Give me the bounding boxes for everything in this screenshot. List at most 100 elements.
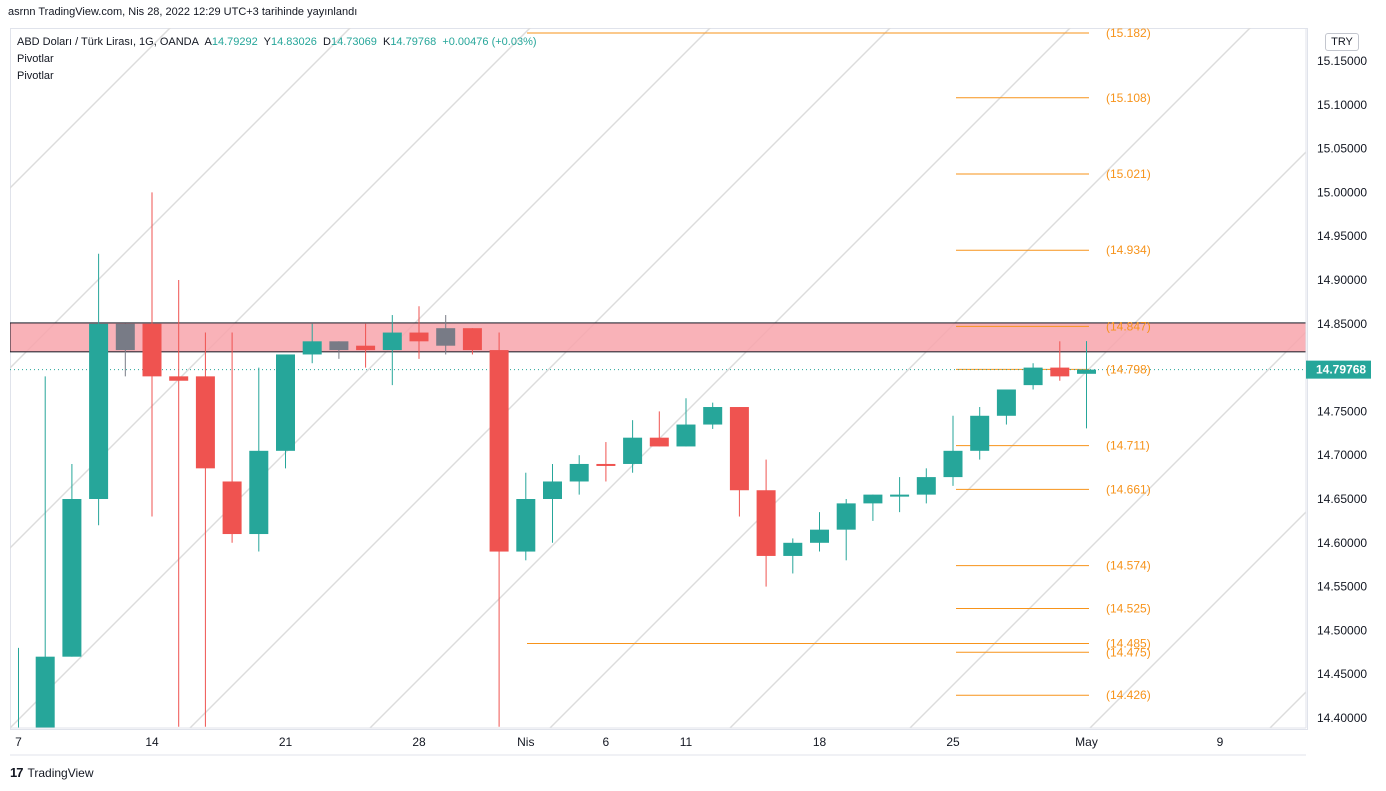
close-value: 14.79768 bbox=[390, 36, 437, 48]
pivot-label: (14.475) bbox=[1106, 645, 1151, 659]
x-tick-label: 14 bbox=[145, 735, 159, 749]
candle-body bbox=[382, 332, 402, 351]
x-tick-label: 11 bbox=[680, 735, 693, 749]
pivot-label: (15.108) bbox=[1106, 91, 1151, 105]
y-tick-label: 14.75000 bbox=[1317, 404, 1367, 418]
pivot-label: (14.847) bbox=[1106, 319, 1151, 333]
candle-body bbox=[916, 477, 936, 495]
channel-line bbox=[729, 151, 1306, 728]
low-value: 14.73069 bbox=[330, 36, 377, 48]
candle-body bbox=[89, 323, 109, 499]
candle-body bbox=[62, 499, 82, 657]
candle-body bbox=[970, 415, 990, 451]
candle-body bbox=[649, 437, 669, 447]
candle-body bbox=[1050, 367, 1070, 377]
channel-line bbox=[0, 0, 50, 728]
candle-body bbox=[35, 656, 55, 728]
low-label: D bbox=[323, 36, 331, 48]
candle-body bbox=[169, 376, 189, 381]
candle-body bbox=[863, 494, 883, 504]
close-label: K bbox=[382, 36, 391, 48]
candle-body bbox=[543, 481, 562, 499]
last-price-label: 14.79768 bbox=[1316, 363, 1366, 377]
candle-body bbox=[195, 376, 215, 469]
y-tick-label: 14.60000 bbox=[1317, 536, 1367, 550]
y-tick-label: 14.90000 bbox=[1317, 273, 1367, 287]
resistance-zone bbox=[10, 322, 1306, 353]
candlestick-chart[interactable]: (15.182) (15.108) (15.021) (14.934) (14.847)… bbox=[0, 0, 1386, 760]
x-tick-label: May bbox=[1075, 735, 1098, 749]
x-tick-label: 21 bbox=[279, 735, 293, 749]
channel-line bbox=[189, 28, 891, 728]
y-tick-label: 14.70000 bbox=[1317, 448, 1367, 462]
high-value: 14.83026 bbox=[270, 36, 317, 48]
published-by-text: asrnn TradingView.com, Nis 28, 2022 12:2… bbox=[8, 6, 358, 18]
candle-body bbox=[329, 341, 349, 351]
x-tick-label: 28 bbox=[412, 735, 426, 749]
candle-body bbox=[756, 490, 776, 556]
change-value: +0.00476 (+0.03%) bbox=[442, 36, 537, 48]
tradingview-logo-icon: 17 bbox=[10, 765, 24, 780]
candle-body bbox=[409, 332, 429, 342]
candle-body bbox=[436, 328, 456, 346]
x-tick-label: 18 bbox=[813, 735, 827, 749]
pivot-label: (14.525) bbox=[1106, 602, 1151, 616]
high-label: Y bbox=[263, 36, 271, 48]
candle-body bbox=[596, 463, 616, 466]
y-tick-label: 15.15000 bbox=[1317, 54, 1367, 68]
pivot-label: (14.934) bbox=[1106, 243, 1151, 257]
x-tick-label: 6 bbox=[603, 735, 610, 749]
indicator-pivots-1[interactable]: Pivotlar bbox=[17, 53, 54, 65]
y-tick-label: 14.40000 bbox=[1317, 711, 1367, 725]
candle-body bbox=[222, 481, 242, 535]
y-tick-label: 14.65000 bbox=[1317, 492, 1367, 506]
open-value: 14.79292 bbox=[211, 36, 258, 48]
y-tick-label: 15.10000 bbox=[1317, 98, 1367, 112]
candle-body bbox=[783, 542, 803, 556]
indicator-pivots-2[interactable]: Pivotlar bbox=[17, 70, 54, 82]
channel-line bbox=[1089, 511, 1306, 728]
x-tick-label: Nis bbox=[517, 735, 534, 749]
candle-body bbox=[569, 463, 589, 482]
candle-body bbox=[489, 350, 509, 552]
channel-line bbox=[369, 28, 1071, 728]
candle-body bbox=[729, 407, 749, 491]
currency-button[interactable]: TRY bbox=[1325, 33, 1359, 51]
channel-line bbox=[10, 28, 711, 728]
chart-pane[interactable] bbox=[10, 28, 1308, 730]
candle-body bbox=[703, 407, 723, 425]
open-label: A bbox=[204, 36, 212, 48]
y-tick-label: 14.85000 bbox=[1317, 317, 1367, 331]
x-tick-label: 25 bbox=[946, 735, 960, 749]
pivot-label: (15.182) bbox=[1106, 26, 1151, 40]
brand-name: TradingView bbox=[27, 765, 94, 780]
ohlc-legend-row[interactable]: ABD Doları / Türk Lirası, 1G, OANDA A14.… bbox=[17, 34, 537, 51]
channel-line bbox=[10, 28, 171, 189]
footer-branding[interactable]: 17 TradingView bbox=[10, 765, 94, 780]
y-tick-label: 14.45000 bbox=[1317, 667, 1367, 681]
candle-body bbox=[996, 389, 1016, 416]
x-tick-label: 7 bbox=[15, 735, 22, 749]
candle-body bbox=[890, 494, 910, 497]
pivot-label: (14.426) bbox=[1106, 688, 1151, 702]
pivot-label: (15.021) bbox=[1106, 167, 1151, 181]
candle-body bbox=[249, 450, 269, 535]
y-tick-label: 14.55000 bbox=[1317, 580, 1367, 594]
pivot-label: (14.485) bbox=[1106, 637, 1151, 651]
pivot-label: (14.661) bbox=[1106, 482, 1151, 496]
y-tick-label: 14.50000 bbox=[1317, 623, 1367, 637]
symbol-title[interactable]: ABD Doları / Türk Lirası, 1G, OANDA bbox=[17, 36, 199, 48]
y-tick-label: 14.95000 bbox=[1317, 229, 1367, 243]
pivot-label: (14.798) bbox=[1106, 362, 1151, 376]
candle-body bbox=[276, 354, 295, 451]
y-tick-label: 15.05000 bbox=[1317, 142, 1367, 156]
candle-body bbox=[302, 341, 322, 355]
candle-body bbox=[836, 503, 856, 530]
candle-body bbox=[516, 499, 536, 552]
pivot-label: (14.574) bbox=[1106, 559, 1151, 573]
channel-line bbox=[549, 28, 1251, 728]
candle-body bbox=[115, 323, 135, 351]
candle-body bbox=[943, 450, 963, 478]
candle-body bbox=[142, 323, 162, 377]
candle-body bbox=[1023, 367, 1043, 386]
